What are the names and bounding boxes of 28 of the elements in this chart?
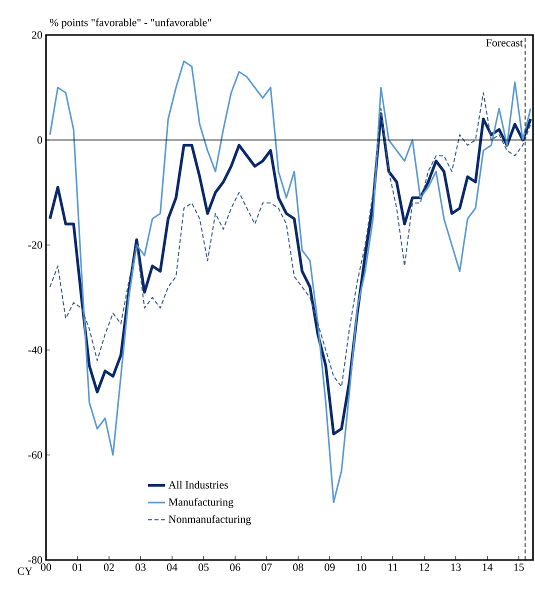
x-tick-label: 08 [293, 564, 304, 571]
x-tick-label: 11 [388, 564, 398, 571]
y-axis-title: % points "favorable" - "unfavorable" [50, 18, 211, 28]
x-tick-label: 12 [420, 564, 430, 571]
x-axis-title: CY [18, 568, 32, 575]
x-tick-label: 07 [262, 564, 272, 571]
x-tick-label: 06 [230, 564, 240, 571]
ref-line-label: Forecast [486, 39, 523, 46]
legend-label: Manufacturing [168, 498, 234, 508]
x-tick-label: 14 [482, 564, 493, 571]
x-tick-label: 10 [356, 564, 366, 571]
y-tick-label: 20 [32, 31, 42, 39]
x-tick-label: 05 [198, 564, 209, 571]
y-tick-label: -60 [28, 451, 42, 459]
y-tick-label: -40 [28, 346, 42, 354]
x-tick-label: 00 [40, 564, 52, 571]
legend-label: Nonmanufacturing [168, 515, 251, 526]
y-tick-label: 0 [37, 136, 42, 144]
x-tick-label: 01 [72, 564, 82, 571]
x-tick-label: 15 [514, 564, 524, 571]
x-tick-label: 09 [324, 564, 335, 571]
legend-label: All Industries [168, 480, 228, 489]
x-tick-label: 04 [167, 564, 178, 571]
y-tick-label: -20 [28, 241, 42, 249]
x-tick-label: 13 [451, 564, 461, 571]
y-tick-label: -80 [28, 556, 42, 564]
x-tick-label: 02 [104, 564, 114, 571]
x-tick-label: 03 [136, 564, 146, 571]
